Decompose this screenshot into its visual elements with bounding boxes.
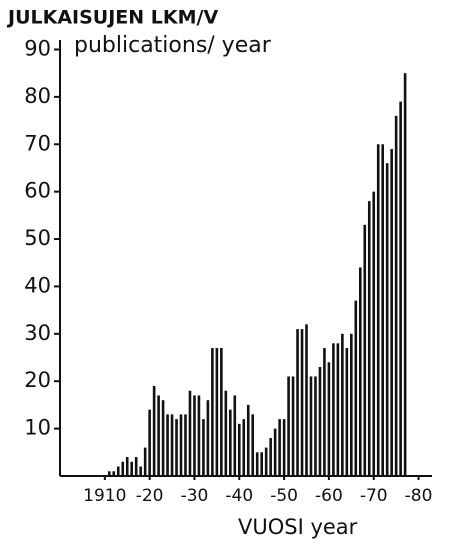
bar — [336, 343, 340, 476]
y-tick-label: 40 — [24, 273, 51, 297]
y-tick-label: 80 — [24, 84, 51, 108]
bar — [287, 376, 290, 476]
x-tick-label: -60 — [315, 486, 343, 506]
bar — [255, 452, 259, 476]
bar — [372, 191, 376, 477]
bar — [354, 300, 358, 476]
bar — [264, 447, 268, 476]
bar — [134, 457, 138, 476]
bar — [170, 414, 174, 476]
bar — [202, 419, 205, 476]
bar — [394, 115, 398, 477]
bar — [309, 376, 313, 476]
bar — [139, 466, 142, 476]
bar — [175, 419, 178, 476]
bar — [251, 414, 255, 476]
bar — [179, 414, 183, 476]
bar — [399, 101, 402, 476]
bar — [157, 395, 160, 476]
y-tick-label: 60 — [24, 179, 51, 203]
bar — [224, 390, 228, 476]
bar — [108, 471, 111, 476]
bar — [197, 395, 201, 476]
bar — [300, 329, 304, 476]
bar — [193, 395, 196, 476]
bar — [112, 471, 116, 476]
chart-title: JULKAISUJEN LKM/V — [6, 7, 218, 29]
bar — [215, 348, 219, 476]
bar — [220, 348, 223, 476]
bar — [273, 428, 277, 476]
bar — [291, 376, 295, 476]
bar — [242, 419, 246, 476]
x-tick-label: -80 — [405, 486, 433, 506]
x-tick-label: -40 — [225, 486, 253, 506]
bar — [350, 333, 353, 476]
y-tick-label: 30 — [24, 321, 51, 345]
bar — [188, 390, 192, 476]
y-axis-label: publications/ year — [74, 33, 272, 58]
y-tick-label: 50 — [24, 226, 51, 250]
bar — [184, 414, 187, 476]
bar — [116, 466, 120, 476]
bar — [358, 267, 362, 476]
bar — [152, 385, 156, 476]
bar — [381, 144, 384, 476]
y-tick-label: 70 — [24, 131, 51, 155]
bar — [233, 395, 237, 476]
bar — [376, 144, 380, 476]
bar — [345, 348, 349, 476]
bar — [166, 414, 169, 476]
bar — [403, 73, 407, 476]
x-axis-label: VUOSI year — [238, 515, 358, 539]
x-tick-label: -30 — [181, 486, 209, 506]
bar — [305, 324, 308, 476]
bar — [278, 419, 281, 476]
y-tick-label: 10 — [24, 416, 51, 440]
bar — [318, 367, 322, 476]
bar — [269, 438, 272, 476]
bar — [323, 348, 326, 476]
bar — [237, 423, 241, 476]
bar — [282, 419, 286, 476]
x-tick-label: -70 — [360, 486, 388, 506]
x-tick-label: -50 — [270, 486, 298, 506]
bar — [390, 149, 393, 476]
bar — [296, 329, 299, 476]
bar — [260, 452, 263, 476]
bar — [206, 400, 210, 476]
bar — [211, 348, 214, 476]
bar — [143, 447, 147, 476]
x-tick-label: -20 — [136, 486, 164, 506]
x-tick-label: 1910 — [83, 486, 126, 506]
bar — [229, 409, 232, 476]
bar — [121, 461, 125, 476]
bar — [341, 333, 344, 476]
bar — [314, 376, 317, 476]
y-tick-label: 90 — [24, 36, 51, 60]
bar — [363, 224, 367, 476]
bar — [246, 404, 250, 476]
bar — [148, 409, 151, 476]
bar — [130, 461, 134, 476]
y-tick-label: 20 — [24, 368, 51, 392]
bar — [332, 343, 335, 476]
bar — [161, 400, 165, 476]
bar — [125, 457, 129, 476]
bar — [385, 163, 389, 476]
bar — [367, 201, 371, 476]
bar — [327, 362, 331, 476]
